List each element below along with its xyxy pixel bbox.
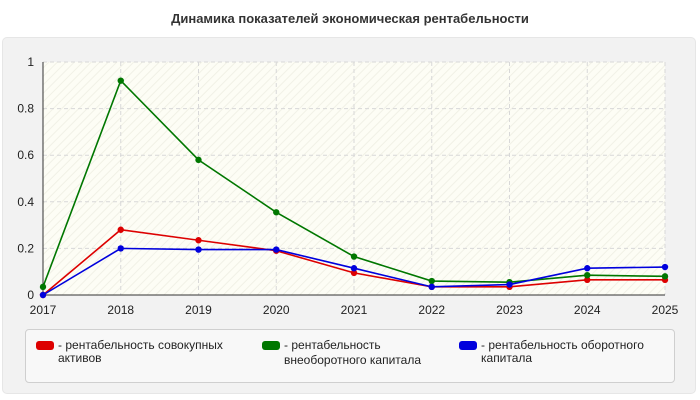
- y-tick-label: 0.6: [17, 148, 34, 162]
- legend-label: - рентабельность совокупных активов: [58, 338, 223, 365]
- data-point: [273, 209, 280, 216]
- legend-swatch-red: [36, 341, 54, 350]
- y-tick-label: 0: [27, 288, 34, 302]
- axes: 0 0.2 0.4 0.6 0.8 1 2017 2018 2019 2020 2021 2022 20…: [17, 55, 678, 317]
- legend-label: - рентабельность внеоборотного капитала: [284, 338, 421, 367]
- data-point: [117, 226, 124, 233]
- data-point: [117, 77, 124, 84]
- legend-swatch-blue: [459, 341, 477, 350]
- x-tick-label: 2018: [107, 303, 134, 317]
- x-tick-label: 2017: [30, 303, 57, 317]
- legend-item-working-capital[interactable]: - рентабельность оборотного капитала: [459, 339, 644, 365]
- data-point: [39, 283, 47, 291]
- data-point: [273, 246, 280, 253]
- x-tick-label: 2024: [574, 303, 601, 317]
- data-point: [428, 283, 435, 291]
- x-tick-label: 2020: [263, 303, 290, 317]
- data-point: [584, 276, 591, 284]
- legend-item-fixed-capital[interactable]: - рентабельность внеоборотного капитала: [262, 339, 421, 367]
- data-point: [584, 265, 591, 272]
- x-tick-label: 2023: [496, 303, 523, 317]
- data-point: [195, 246, 202, 253]
- data-point: [661, 273, 669, 280]
- data-point: [428, 277, 435, 285]
- legend-item-total-assets[interactable]: - рентабельность совокупных активов: [36, 339, 223, 365]
- x-tick-label: 2019: [185, 303, 212, 317]
- data-point: [661, 263, 669, 271]
- legend-swatch-green: [262, 341, 280, 350]
- data-point: [584, 271, 591, 279]
- data-point: [350, 265, 358, 272]
- grid: [43, 61, 666, 295]
- y-tick-label: 0.4: [17, 195, 34, 209]
- y-tick-label: 1: [27, 55, 34, 69]
- series-3: [39, 245, 669, 299]
- y-tick-label: 0.2: [17, 241, 34, 255]
- series-layer: [39, 77, 669, 299]
- y-tick-label: 0.8: [17, 102, 34, 116]
- data-point: [39, 291, 47, 299]
- data-point: [350, 253, 358, 260]
- legend: - рентабельность совокупных активов - ре…: [25, 329, 675, 383]
- chart-title: Динамика показателей экономическая рента…: [171, 11, 529, 26]
- x-tick-label: 2025: [652, 303, 679, 317]
- data-point: [195, 156, 202, 164]
- data-point: [506, 281, 513, 288]
- data-point: [195, 237, 202, 244]
- series-2: [39, 77, 669, 291]
- x-tick-label: 2022: [418, 303, 445, 317]
- legend-label: - рентабельность оборотного капитала: [481, 338, 644, 365]
- data-point: [117, 245, 124, 252]
- data-point: [350, 269, 358, 277]
- x-tick-label: 2021: [341, 303, 368, 317]
